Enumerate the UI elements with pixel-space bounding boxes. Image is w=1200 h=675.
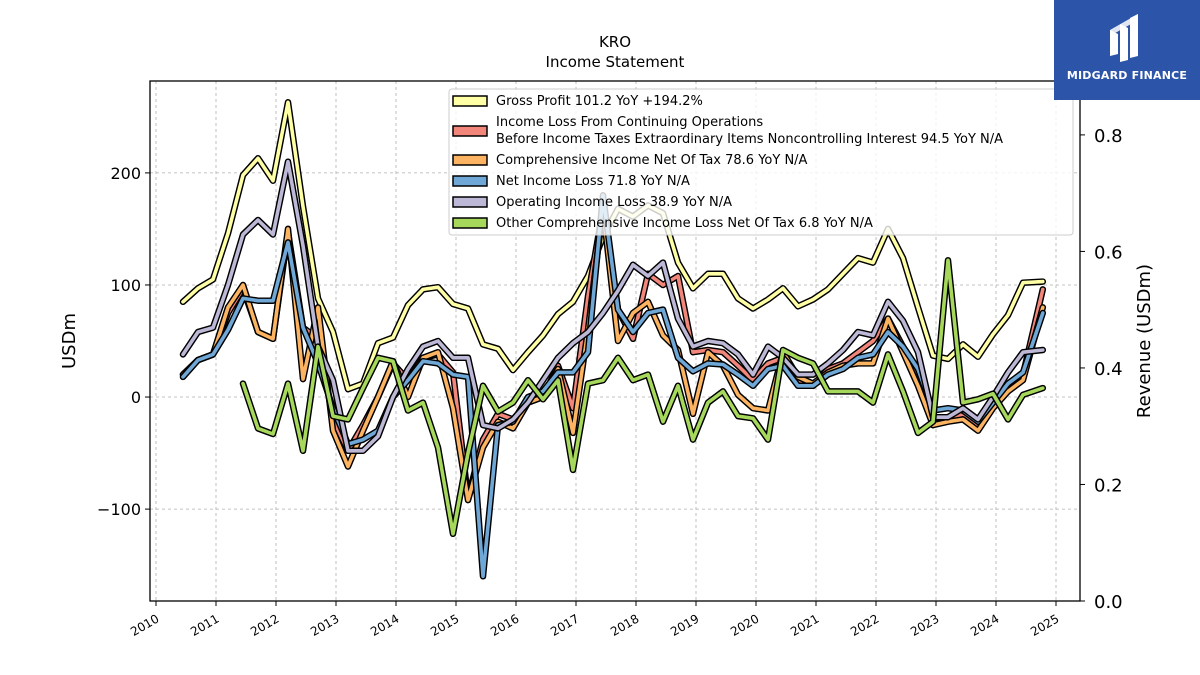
series-line (181, 159, 1045, 453)
legend: Gross Profit 101.2 YoY +194.2% Income Los… (448, 88, 1074, 236)
y-tick-label-right: 0.8 (1094, 126, 1123, 147)
midgard-logo-icon (1110, 14, 1138, 62)
y-tick-label-right: 0.6 (1094, 242, 1123, 263)
x-tick-label: 2021 (788, 612, 821, 639)
x-tick-label: 2024 (968, 612, 1001, 639)
legend-swatch (452, 175, 488, 187)
legend-label: Operating Income Loss 38.9 YoY N/A (496, 195, 732, 210)
y-tick-label-left: 0 (131, 388, 141, 407)
x-tick-label: 2016 (488, 612, 521, 639)
plot-frame (149, 80, 1081, 602)
brand-logo: MIDGARD FINANCE (1054, 0, 1200, 100)
legend-label: Gross Profit 101.2 YoY +194.2% (496, 94, 703, 109)
x-tick-label: 2018 (608, 612, 641, 639)
series-line (241, 258, 1045, 536)
series-4 (179, 158, 1047, 455)
legend-swatch (452, 125, 488, 137)
x-tick-label: 2025 (1028, 612, 1061, 639)
y-tick-label-right: 0.0 (1094, 592, 1123, 613)
y-axis-label-right: Revenue (USDm) (1134, 264, 1155, 418)
legend-label: Other Comprehensive Income Loss Net Of T… (496, 216, 873, 231)
legend-label: Before Income Taxes Extraordinary Items … (496, 132, 1003, 147)
x-tick-label: 2022 (848, 612, 881, 639)
legend-swatch (452, 217, 488, 229)
x-tick-label: 2012 (248, 612, 281, 639)
y-tick-label-left: 200 (110, 164, 141, 183)
y-axis-label-left: USDm (59, 313, 80, 369)
y-tick-label-left: −100 (97, 500, 141, 519)
brand-name: MIDGARD FINANCE (1066, 69, 1188, 82)
series-5 (239, 257, 1047, 538)
legend-label: Net Income Loss 71.8 YoY N/A (496, 174, 690, 189)
chart-subtitle: Income Statement (546, 53, 685, 71)
legend-label: Comprehensive Income Net Of Tax 78.6 YoY… (496, 153, 808, 168)
x-tick-label: 2014 (368, 612, 401, 639)
x-tick-label: 2020 (728, 612, 761, 639)
x-tick-label: 2017 (548, 612, 581, 639)
y-tick-label-left: 100 (110, 276, 141, 295)
series-layer (179, 99, 1047, 580)
x-tick-label: 2010 (128, 612, 161, 639)
legend-label: Income Loss From Continuing Operations (496, 115, 763, 130)
y-tick-label-right: 0.2 (1094, 475, 1123, 496)
x-tick-label: 2011 (188, 612, 221, 639)
x-tick-label: 2019 (668, 612, 701, 639)
legend-swatch (452, 154, 488, 166)
chart-title: KRO (599, 33, 631, 51)
legend-box (448, 88, 1074, 236)
x-tick-label: 2023 (908, 612, 941, 639)
x-tick-label: 2013 (308, 612, 341, 639)
legend-swatch (452, 95, 488, 107)
x-tick-label: 2015 (428, 612, 461, 639)
legend-swatch (452, 196, 488, 208)
y-tick-label-right: 0.4 (1094, 359, 1123, 380)
